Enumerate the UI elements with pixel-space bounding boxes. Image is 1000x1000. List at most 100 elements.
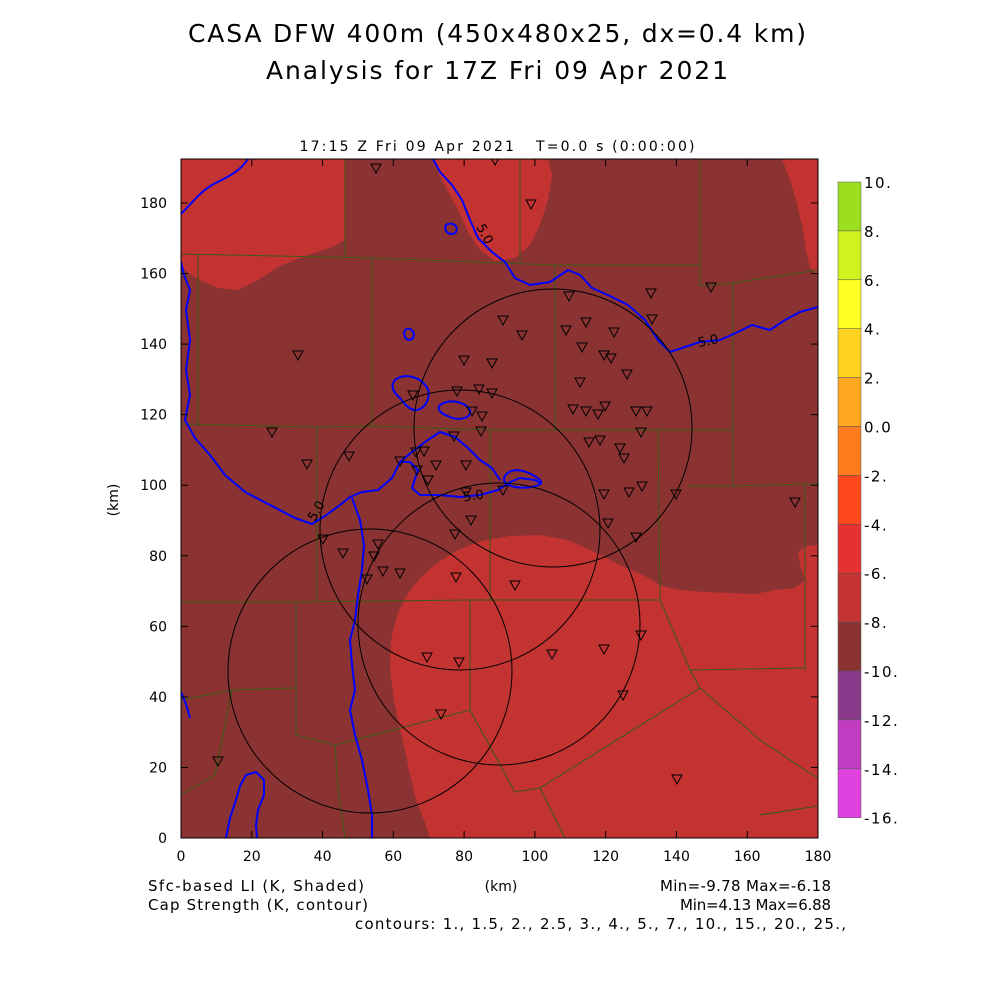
county-boundaries [181, 159, 818, 838]
li-shading-light [390, 535, 818, 838]
y-tick-label: 140 [140, 337, 167, 353]
station-marker [605, 353, 617, 365]
colorbar-label: -2. [864, 467, 888, 485]
contour-levels-list: contours: 1., 1.5, 2., 2.5, 3., 4., 5., … [355, 915, 846, 933]
colorbar-label: 6. [864, 272, 881, 290]
cap-strength-contour [349, 497, 373, 838]
station-marker [635, 630, 647, 642]
y-tick-label: 100 [140, 478, 167, 494]
y-tick-label: 80 [149, 549, 167, 565]
contour-label: 5.0 [697, 332, 720, 351]
cap-strength-contour [503, 469, 542, 489]
colorbar-label: -8. [864, 614, 888, 632]
county-boundary [181, 253, 700, 266]
y-tick-label: 20 [149, 760, 167, 776]
x-tick-label: 40 [314, 849, 332, 865]
county-boundary [181, 599, 660, 603]
station-marker [599, 401, 611, 413]
cap-strength-contour [403, 327, 415, 341]
shaded-field-label: Sfc-based LI (K, Shaded) [148, 877, 364, 895]
colorbar-box [837, 279, 862, 329]
radar-range-rings [227, 288, 693, 814]
station-marker [560, 325, 572, 337]
colorbar-box [837, 426, 862, 476]
station-marker [460, 487, 472, 499]
shaded-field-stats: Min=-9.78 Max=-6.18 [660, 877, 831, 895]
station-marker [580, 406, 592, 418]
cap-strength-contours [181, 159, 818, 838]
cap-strength-contour [181, 261, 543, 525]
li-shading-light [432, 159, 552, 261]
county-boundary [689, 667, 806, 671]
colorbar-box [837, 719, 862, 770]
station-marker [486, 388, 498, 400]
county-boundary [699, 159, 818, 287]
station-marker [377, 566, 389, 578]
station-marker [580, 317, 592, 329]
station-marker [636, 481, 648, 493]
station-marker [421, 652, 433, 664]
station-marker [546, 649, 558, 661]
li-shading-light [181, 159, 345, 290]
y-axis-tick-labels: 0 20 40 60 80 100 120 140 160 180 [140, 196, 167, 847]
station-marker [266, 427, 278, 439]
radar-range-ring [357, 482, 641, 766]
station-marker [623, 487, 635, 499]
station-marker [574, 377, 586, 389]
county-boundary [539, 787, 566, 838]
station-marker [361, 574, 373, 586]
colorbar-label: 10. [864, 174, 892, 192]
station-marker [394, 456, 406, 468]
x-tick-label: 120 [592, 849, 619, 865]
x-tick-label: 100 [522, 849, 549, 865]
cap-strength-contour [225, 771, 265, 838]
station-marker [317, 534, 329, 546]
station-marker [292, 350, 304, 362]
colorbar-label: -10. [864, 663, 899, 681]
contour-field-label: Cap Strength (K, contour) [148, 896, 368, 914]
station-marker [422, 475, 434, 487]
y-tick-label: 60 [149, 619, 167, 635]
station-marker [645, 288, 657, 300]
contour-label: 5.0 [462, 488, 485, 506]
station-marker [621, 369, 633, 381]
station-marker [466, 406, 478, 418]
colorbar-label: -12. [864, 712, 899, 730]
station-marker [789, 497, 801, 509]
contour-field-stats: Min=4.13 Max=6.88 [680, 896, 831, 914]
county-boundary [688, 483, 818, 487]
station-marker [583, 437, 595, 449]
axis-ticks [181, 159, 818, 838]
station-marker [614, 443, 626, 455]
li-shading-light-regions [181, 159, 818, 838]
colorbar: 10. 8. 6. 4. 2. 0.0 -2. -4. -6. -8. -10. -12. -14. -1… [837, 174, 899, 828]
colorbar-box [837, 572, 862, 623]
colorbar-label: -4. [864, 516, 888, 534]
y-tick-label: 180 [140, 196, 167, 212]
colorbar-label: -6. [864, 565, 888, 583]
station-marker [635, 427, 647, 439]
station-marker [497, 315, 509, 327]
colorbar-box [837, 230, 862, 281]
station-marker [337, 548, 349, 560]
map-plot-area: 5.0 5.0 5.0 5.0 [181, 159, 818, 838]
station-marker [370, 163, 382, 175]
station-marker [509, 580, 521, 592]
station-marker [476, 411, 488, 423]
county-boundary [181, 423, 733, 431]
station-marker [486, 358, 498, 370]
x-tick-label: 160 [734, 849, 761, 865]
county-boundary [469, 687, 701, 793]
station-marker [705, 282, 717, 294]
station-marker [460, 460, 472, 472]
station-marker [608, 327, 620, 339]
x-tick-label: 80 [455, 849, 473, 865]
cap-strength-contour [444, 222, 458, 235]
station-marker [418, 446, 430, 458]
station-marker [449, 529, 461, 541]
colorbar-label: 2. [864, 370, 881, 388]
x-axis-label: (km) [485, 879, 518, 895]
station-marker [453, 657, 465, 669]
x-tick-label: 0 [177, 849, 186, 865]
y-tick-label: 40 [149, 690, 167, 706]
